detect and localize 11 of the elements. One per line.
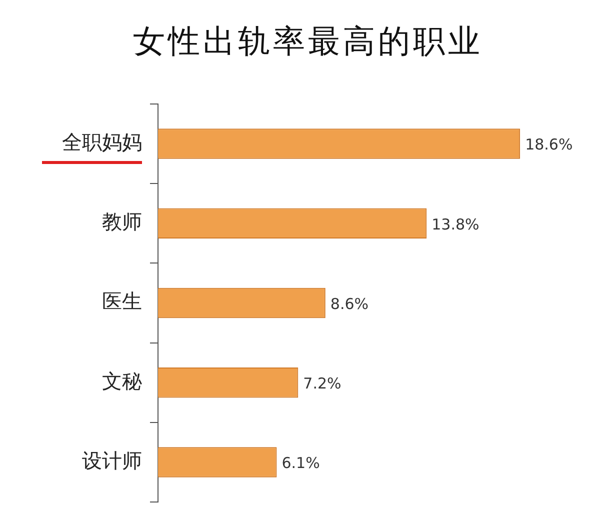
data-label: 18.6%	[525, 136, 573, 154]
y-tick-label: 文秘	[102, 368, 142, 393]
y-tick-label: 医生	[102, 289, 142, 314]
chart-title: 女性出轨率最高的职业	[132, 21, 484, 62]
y-tick-label: 全职妈妈	[62, 130, 142, 154]
data-label: 13.8%	[432, 215, 480, 234]
y-tick-label: 设计师	[82, 448, 142, 472]
data-label: 6.1%	[282, 454, 320, 472]
y-tick-label: 教师	[102, 210, 142, 234]
data-label: 8.6%	[330, 294, 369, 313]
data-label: 7.2%	[303, 374, 342, 392]
